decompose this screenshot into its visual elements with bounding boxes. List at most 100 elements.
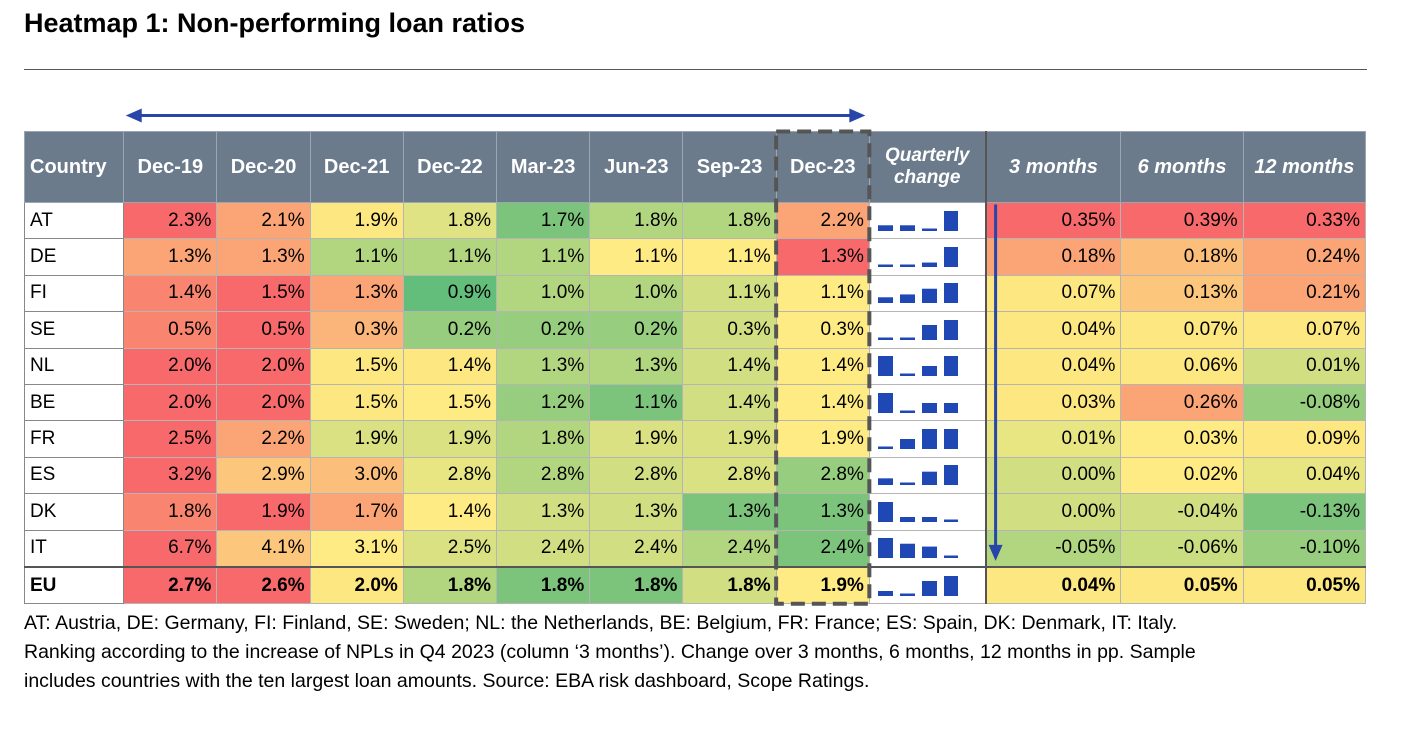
change-cell: 0.00% (984, 493, 1122, 531)
change-cell: 0.01% (984, 420, 1122, 458)
npl-ratio-cell: 1.9% (309, 201, 404, 240)
sparkline-bar (877, 264, 893, 268)
sparkline-bar (877, 224, 893, 231)
change-cell: 0.01% (1242, 347, 1367, 385)
change-cell: 0.26% (1120, 383, 1244, 422)
sparkline-bar (921, 228, 937, 231)
quarterly-change-sparkline (869, 493, 987, 531)
sparkline-svg (877, 575, 958, 596)
sparkline-bar (877, 297, 893, 304)
country-cell: SE (23, 311, 125, 349)
quarterly-change-sparkline (869, 565, 987, 605)
npl-ratio-cell: 1.8% (402, 201, 498, 240)
npl-ratio-cell: 1.9% (402, 420, 498, 458)
npl-ratio-cell: 2.9% (216, 456, 311, 495)
change-cell: -0.08% (1242, 383, 1367, 422)
table-row: ES 3.2% 2.9% 3.0% 2.8% 2.8% 2.8% 2.8% 2.8% 0.00% 0… (23, 456, 1367, 495)
npl-ratio-cell: 2.2% (216, 420, 311, 458)
npl-ratio-cell: 2.0% (309, 565, 404, 605)
npl-ratio-cell: 1.9% (775, 420, 870, 458)
sparkline-bar (921, 289, 937, 304)
npl-ratio-cell: 1.4% (402, 347, 498, 385)
chart-title: Heatmap 1: Non-performing loan ratios (24, 8, 526, 38)
npl-ratio-cell: 0.9% (402, 274, 498, 313)
npl-ratio-cell: 1.8% (123, 493, 218, 531)
title-rule (24, 69, 1367, 70)
quarterly-change-sparkline (869, 383, 987, 422)
sparkline-bar (921, 472, 937, 486)
table-row: AT 2.3% 2.1% 1.9% 1.8% 1.7% 1.8% 1.8% 2.2% 0.35% 0… (23, 201, 1367, 240)
quarterly-change-sparkline (869, 420, 987, 458)
change-cell: 0.09% (1242, 420, 1367, 458)
npl-ratio-cell: 1.4% (775, 347, 870, 385)
sparkline-svg (877, 210, 958, 231)
sparkline-bar (921, 546, 937, 559)
change-cell: 0.00% (984, 456, 1122, 495)
npl-ratio-cell: 1.3% (589, 493, 684, 531)
npl-ratio-cell: 1.1% (309, 238, 404, 276)
country-cell: FR (23, 420, 125, 458)
table-row: IT 6.7% 4.1% 3.1% 2.5% 2.4% 2.4% 2.4% 2.4% -0.05%… (23, 529, 1367, 568)
npl-ratio-cell: 1.9% (682, 420, 777, 458)
sparkline-bar (921, 324, 937, 340)
npl-ratio-cell: 2.0% (216, 347, 311, 385)
npl-ratio-cell: 1.9% (309, 420, 404, 458)
sparkline-svg (877, 356, 958, 377)
npl-ratio-cell: 1.9% (589, 420, 684, 458)
header-row: Country Dec-19 Dec-20 Dec-21 Dec-22 Mar-… (23, 131, 1367, 203)
sparkline-bar (877, 501, 893, 522)
sparkline-bar (877, 478, 893, 486)
header-change: 6 months (1120, 131, 1244, 203)
npl-ratio-cell: 4.1% (216, 529, 311, 568)
sparkline-svg (877, 501, 958, 522)
sparkline-bar (899, 294, 915, 304)
change-cell: 0.18% (1120, 238, 1244, 276)
npl-ratio-cell: 1.3% (123, 238, 218, 276)
sparkline-bar (899, 439, 915, 450)
sparkline-bar (943, 402, 958, 413)
npl-ratio-cell: 2.0% (216, 383, 311, 422)
npl-ratio-cell: 2.8% (589, 456, 684, 495)
change-cell: 0.03% (1120, 420, 1244, 458)
eu-total-row: EU 2.7% 2.6% 2.0% 1.8% 1.8% 1.8% 1.8% 1.9% 0.04% 0… (23, 565, 1367, 605)
npl-ratio-cell: 1.4% (123, 274, 218, 313)
npl-ratio-cell: 1.3% (589, 347, 684, 385)
npl-ratio-cell: 3.2% (123, 456, 218, 495)
npl-ratio-cell: 1.1% (589, 238, 684, 276)
npl-ratio-cell: 0.3% (309, 311, 404, 349)
npl-ratio-cell: 0.2% (402, 311, 498, 349)
sparkline-bar (943, 575, 958, 596)
quarterly-change-sparkline (869, 238, 987, 276)
change-cell: 0.04% (984, 565, 1122, 605)
footnote-line: Ranking according to the increase of NPL… (24, 641, 1196, 663)
npl-ratio-cell: 2.4% (589, 529, 684, 568)
npl-ratio-cell: 1.3% (682, 493, 777, 531)
sparkline-bar (943, 319, 958, 340)
sparkline-bar (877, 392, 893, 413)
table-row: SE 0.5% 0.5% 0.3% 0.2% 0.2% 0.2% 0.3% 0.3% 0.04% 0… (23, 311, 1367, 349)
country-cell: FI (23, 274, 125, 313)
heatmap-table: Country Dec-19 Dec-20 Dec-21 Dec-22 Mar-… (23, 131, 1367, 605)
change-cell: 0.04% (984, 347, 1122, 385)
npl-ratio-cell: 1.7% (496, 201, 591, 240)
sparkline-bar (899, 516, 915, 522)
arrow-head-left (125, 108, 142, 123)
npl-ratio-cell: 1.8% (682, 565, 777, 605)
change-cell: -0.04% (1120, 493, 1244, 531)
npl-ratio-cell: 1.5% (402, 383, 498, 422)
sparkline-bar (943, 519, 958, 522)
npl-ratio-cell: 1.3% (496, 347, 591, 385)
npl-ratio-cell: 1.4% (682, 347, 777, 385)
table-row: DE 1.3% 1.3% 1.1% 1.1% 1.1% 1.1% 1.1% 1.3% 0.18% 0… (23, 238, 1367, 276)
npl-ratio-cell: 2.8% (496, 456, 591, 495)
change-cell: 0.05% (1120, 565, 1244, 605)
npl-ratio-cell: 1.8% (496, 420, 591, 458)
npl-ratio-cell: 2.8% (682, 456, 777, 495)
sparkline-bar (921, 262, 937, 268)
npl-ratio-cell: 1.3% (309, 274, 404, 313)
country-cell: AT (23, 201, 125, 240)
npl-ratio-cell: 0.5% (123, 311, 218, 349)
table-row: FI 1.4% 1.5% 1.3% 0.9% 1.0% 1.0% 1.1% 1.1% 0.07% 0… (23, 274, 1367, 313)
npl-ratio-cell: 1.1% (682, 274, 777, 313)
sparkline-svg (877, 429, 958, 450)
